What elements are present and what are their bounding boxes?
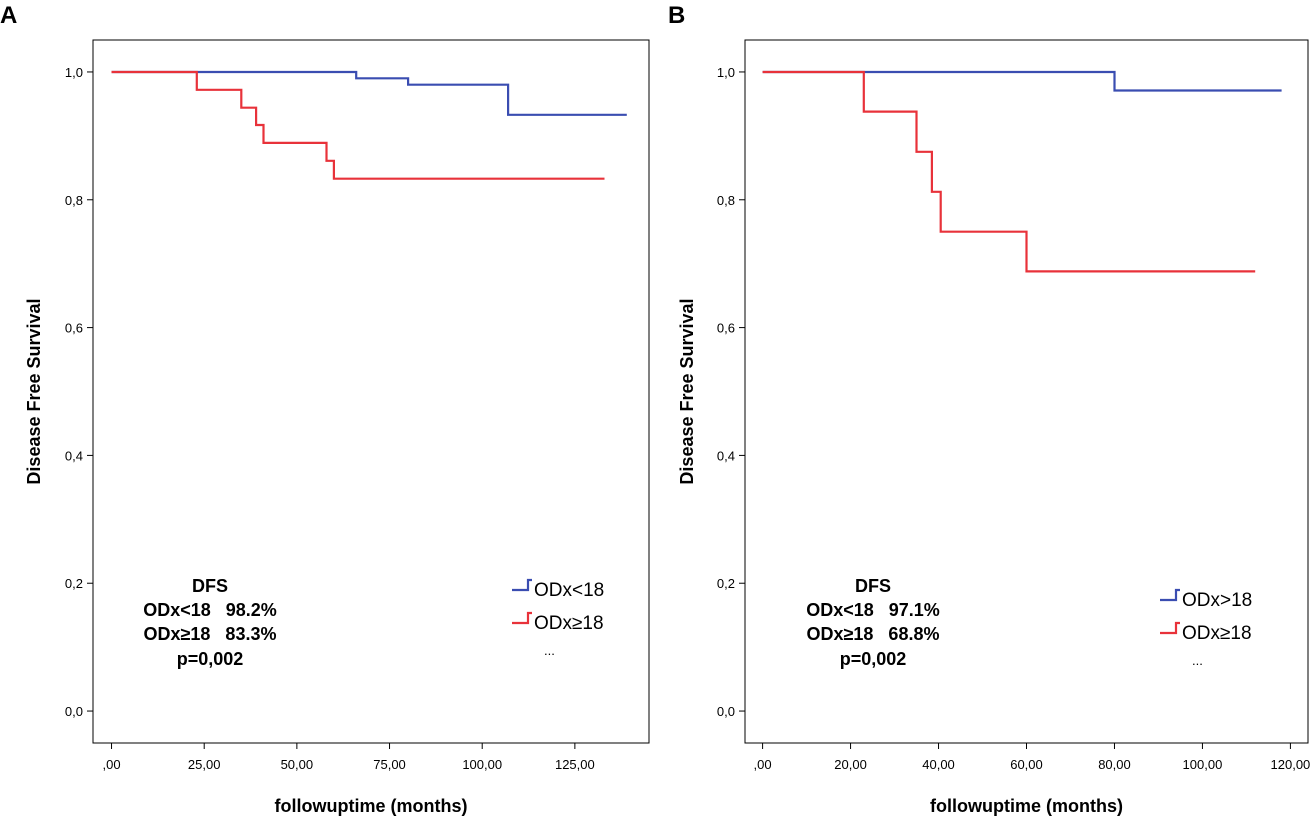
panel-a-y-axis-title: Disease Free Survival (24, 298, 44, 484)
panel-b-legend-swatch-0 (1160, 588, 1180, 602)
panel-a-series-low-line (111, 70, 627, 116)
panel-b-ytick-label: 0,2 (717, 576, 735, 591)
panel-a-ytick-label: 1,0 (65, 65, 83, 80)
panel-b-xtick-label: 60,00 (1010, 757, 1043, 772)
panel-b-xtick-label: 100,00 (1183, 757, 1223, 772)
panel-a-xtick-label: 125,00 (555, 757, 595, 772)
panel-a-ytick-label: 0,0 (65, 704, 83, 719)
panel-a-legend-swatch-0 (512, 578, 532, 592)
panel-b-xtick-label: 120,00 (1271, 757, 1311, 772)
panel-b-stats-odx-high: ODx≥18 68.8% (807, 624, 940, 644)
panel-b-y-axis-title: Disease Free Survival (677, 298, 697, 484)
panel-a-legend-label-1: ODx≥18 (534, 613, 604, 634)
panel-b-xtick-label: 80,00 (1098, 757, 1131, 772)
panel-a-xtick-label: 75,00 (373, 757, 406, 772)
panel-a-series-high-line (111, 70, 605, 180)
panel-b-xtick-label: ,00 (754, 757, 772, 772)
panel-b-legend-swatch-1 (1160, 621, 1180, 635)
panel-a-legend-swatch-1 (512, 611, 532, 625)
panel-a-ytick-label: 0,2 (65, 576, 83, 591)
panel-b-ytick-label: 0,0 (717, 704, 735, 719)
panel-b-legend-label-1: ODx≥18 (1182, 623, 1252, 644)
panel-b-series-low-line (762, 70, 1282, 92)
panel-b-series-high-line (762, 70, 1256, 273)
panel-b-ytick-label: 0,6 (717, 321, 735, 336)
panel-a-stats-odx-high: ODx≥18 83.3% (144, 624, 277, 644)
panel-b-stats-pvalue: p=0,002 (840, 649, 907, 669)
panel-b-legend-more: ... (1192, 653, 1203, 668)
panel-b-xtick-label: 40,00 (922, 757, 955, 772)
panel-a-xtick-label: 50,00 (281, 757, 314, 772)
panel-b-x-axis-title: followuptime (months) (930, 796, 1123, 816)
panel-b-legend-label-0: ODx>18 (1182, 590, 1252, 611)
panel-a-ytick-label: 0,6 (65, 321, 83, 336)
panel-a-legend-more: ... (544, 643, 555, 658)
panel-b-ytick-label: 0,4 (717, 448, 735, 463)
panel-b-ytick-label: 1,0 (717, 65, 735, 80)
panel-a-legend-label-0: ODx<18 (534, 580, 604, 601)
panel-a-ytick-label: 0,8 (65, 193, 83, 208)
panel-a-stats-pvalue: p=0,002 (177, 649, 244, 669)
panel-label-b: B (668, 2, 686, 29)
panel-a-x-axis-title: followuptime (months) (275, 796, 468, 816)
panel-b-stats-title: DFS (855, 576, 891, 596)
panel-a-xtick-label: ,00 (102, 757, 120, 772)
panel-a-xtick-label: 100,00 (462, 757, 502, 772)
panel-a-plot-frame (92, 39, 650, 744)
panel-a-stats-title: DFS (192, 576, 228, 596)
panel-a-ytick-label: 0,4 (65, 448, 83, 463)
panel-a-stats-odx-low: ODx<18 98.2% (143, 600, 277, 620)
panel-a-xtick-label: 25,00 (188, 757, 221, 772)
panel-b-ytick-label: 0,8 (717, 193, 735, 208)
panel-label-a: A (0, 2, 18, 29)
panel-b-xtick-label: 20,00 (834, 757, 867, 772)
panel-b-stats-odx-low: ODx<18 97.1% (806, 600, 940, 620)
